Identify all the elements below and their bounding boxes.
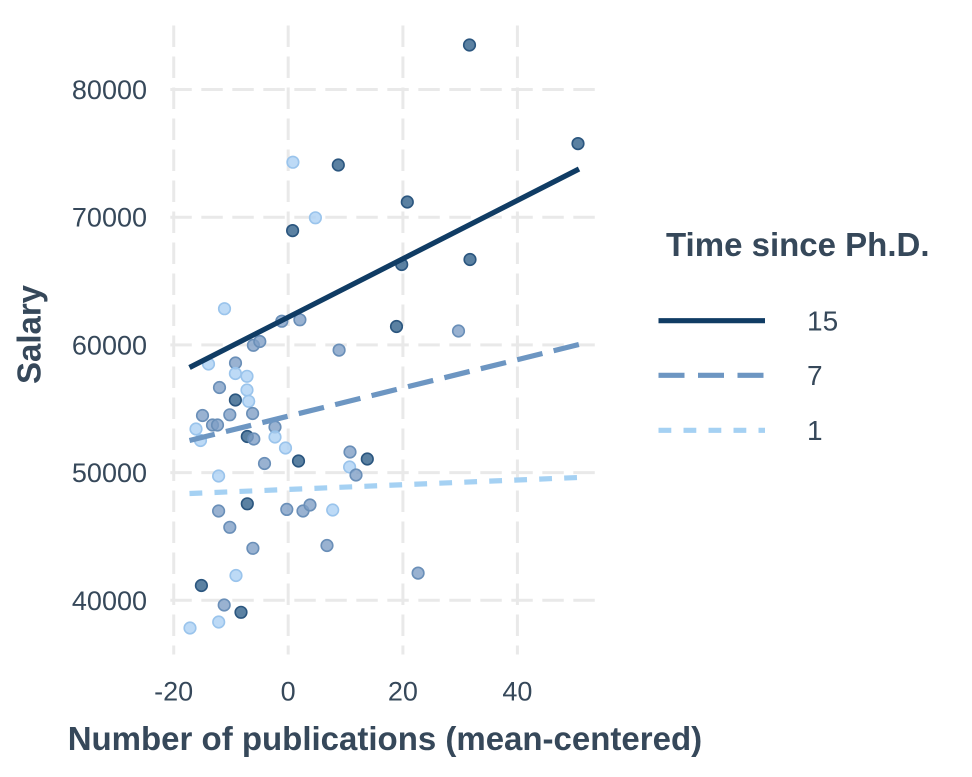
svg-text:-20: -20 (154, 677, 193, 707)
svg-text:Number of publications (mean-c: Number of publications (mean-centered) (68, 720, 702, 757)
svg-text:15: 15 (807, 306, 838, 337)
svg-text:40: 40 (502, 677, 532, 707)
svg-text:7: 7 (807, 360, 823, 391)
svg-text:40000: 40000 (72, 586, 147, 616)
svg-text:1: 1 (807, 415, 823, 446)
svg-text:Salary: Salary (11, 284, 48, 384)
svg-text:0: 0 (281, 677, 296, 707)
svg-text:70000: 70000 (72, 203, 147, 233)
svg-text:60000: 60000 (72, 330, 147, 360)
svg-text:Time since Ph.D.: Time since Ph.D. (666, 226, 929, 263)
svg-text:50000: 50000 (72, 458, 147, 488)
svg-text:80000: 80000 (72, 75, 147, 105)
svg-text:20: 20 (388, 677, 418, 707)
